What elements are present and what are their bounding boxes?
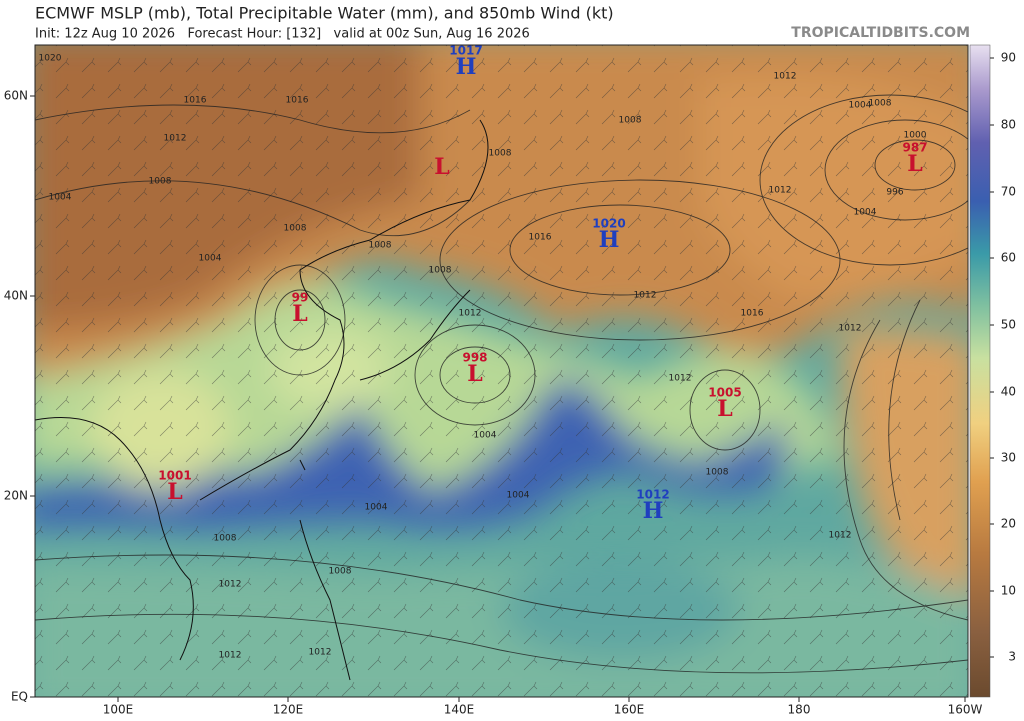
colorbar-label: 20 — [1001, 517, 1016, 531]
pressure-symbol: L — [717, 396, 732, 422]
isobar-label: 1004 — [199, 254, 222, 264]
isobar-label: 1012 — [459, 309, 482, 319]
colorbar-label: 60 — [1001, 251, 1016, 265]
pressure-symbol: H — [599, 227, 620, 253]
isobar-label: 1008 — [329, 567, 352, 577]
pressure-value: 1005 — [708, 386, 741, 400]
pressure-value: 1017 — [449, 44, 482, 58]
subtitle: Init: 12z Aug 10 2026 Forecast Hour: [13… — [35, 27, 530, 42]
isobar-label: 1012 — [164, 134, 187, 144]
lat-label: 60N — [4, 89, 28, 103]
pressure-value: 998 — [462, 351, 487, 365]
isobar-label: 1016 — [286, 96, 309, 106]
isobar-label: 1008 — [149, 177, 172, 187]
lat-label: 40N — [4, 289, 28, 303]
pressure-symbol: L — [167, 479, 182, 505]
isobar-label: 1016 — [184, 96, 207, 106]
isobar-label: 1008 — [284, 224, 307, 234]
isobar-label: 1008 — [706, 468, 729, 478]
isobar-label: 1008 — [429, 266, 452, 276]
colorbar — [969, 44, 991, 698]
isobar-label: 1012 — [839, 324, 862, 334]
map-frame — [34, 44, 969, 698]
isobar-label: 1008 — [369, 241, 392, 251]
colorbar-label: 70 — [1001, 185, 1016, 199]
site-name: TROPICALTIDBITS.COM — [791, 25, 970, 41]
pressure-value: 1020 — [592, 217, 625, 231]
isobar-label: 1004 — [854, 208, 877, 218]
coastlines — [35, 119, 489, 681]
colorbar-label: 30 — [1001, 451, 1016, 465]
lat-label: 20N — [4, 489, 28, 503]
pressure-symbol: L — [907, 151, 922, 177]
isobar-label: 1016 — [529, 233, 552, 243]
colorbar-label: 10 — [1001, 584, 1016, 598]
colorbar-label: 40 — [1001, 385, 1016, 399]
isobar-label: 1000 — [904, 131, 927, 141]
isobar-label: 1012 — [634, 291, 657, 301]
pressure-symbol: H — [456, 54, 477, 80]
lon-label: 160E — [614, 703, 645, 717]
isobar-label: 1004 — [49, 193, 72, 203]
lon-label: 100E — [103, 703, 134, 717]
pressure-value: 1012 — [636, 488, 669, 502]
lon-label: 160W — [948, 703, 983, 717]
pressure-symbol: H — [643, 498, 664, 524]
colorbar-label: 90 — [1001, 51, 1016, 65]
isobar-label: 1008 — [869, 99, 892, 109]
isobar-label: 1012 — [774, 72, 797, 82]
isobar-label: 1004 — [507, 491, 530, 501]
isobar-label: 1012 — [669, 374, 692, 384]
pressure-symbol: L — [467, 361, 482, 387]
isobar-label: 1012 — [219, 651, 242, 661]
colorbar-label: 50 — [1001, 318, 1016, 332]
pressure-value: 1001 — [158, 469, 191, 483]
isobar-label: 1008 — [214, 534, 237, 544]
isobar-label: 1012 — [309, 648, 332, 658]
isobar-label: 1020 — [39, 54, 62, 64]
pressure-symbol: L — [292, 301, 307, 327]
lon-label: 140E — [444, 703, 475, 717]
isobar-label: 1012 — [769, 186, 792, 196]
isobar-label: 1016 — [741, 309, 764, 319]
isobar-label: 1004 — [365, 503, 388, 513]
isobar-label: 1008 — [489, 149, 512, 159]
map-area — [35, 45, 968, 697]
pressure-value: 99 — [292, 291, 309, 305]
isobar-label: 1012 — [219, 580, 242, 590]
pressure-symbol: L — [434, 154, 449, 180]
lon-label: 120E — [273, 703, 304, 717]
isobar-label: 1004 — [849, 101, 872, 111]
isobar-label: 1008 — [619, 116, 642, 126]
colorbar-label: 3 — [1008, 650, 1016, 664]
isobar-label: 1012 — [829, 531, 852, 541]
isobar-label: 1004 — [474, 431, 497, 441]
pressure-value: 987 — [902, 141, 927, 155]
isobars — [35, 94, 968, 674]
isobar-label: 996 — [886, 188, 903, 198]
colorbar-label: 80 — [1001, 118, 1016, 132]
lon-label: 180 — [788, 703, 811, 717]
lat-label: EQ — [11, 690, 28, 704]
title: ECMWF MSLP (mb), Total Precipitable Wate… — [35, 4, 614, 23]
